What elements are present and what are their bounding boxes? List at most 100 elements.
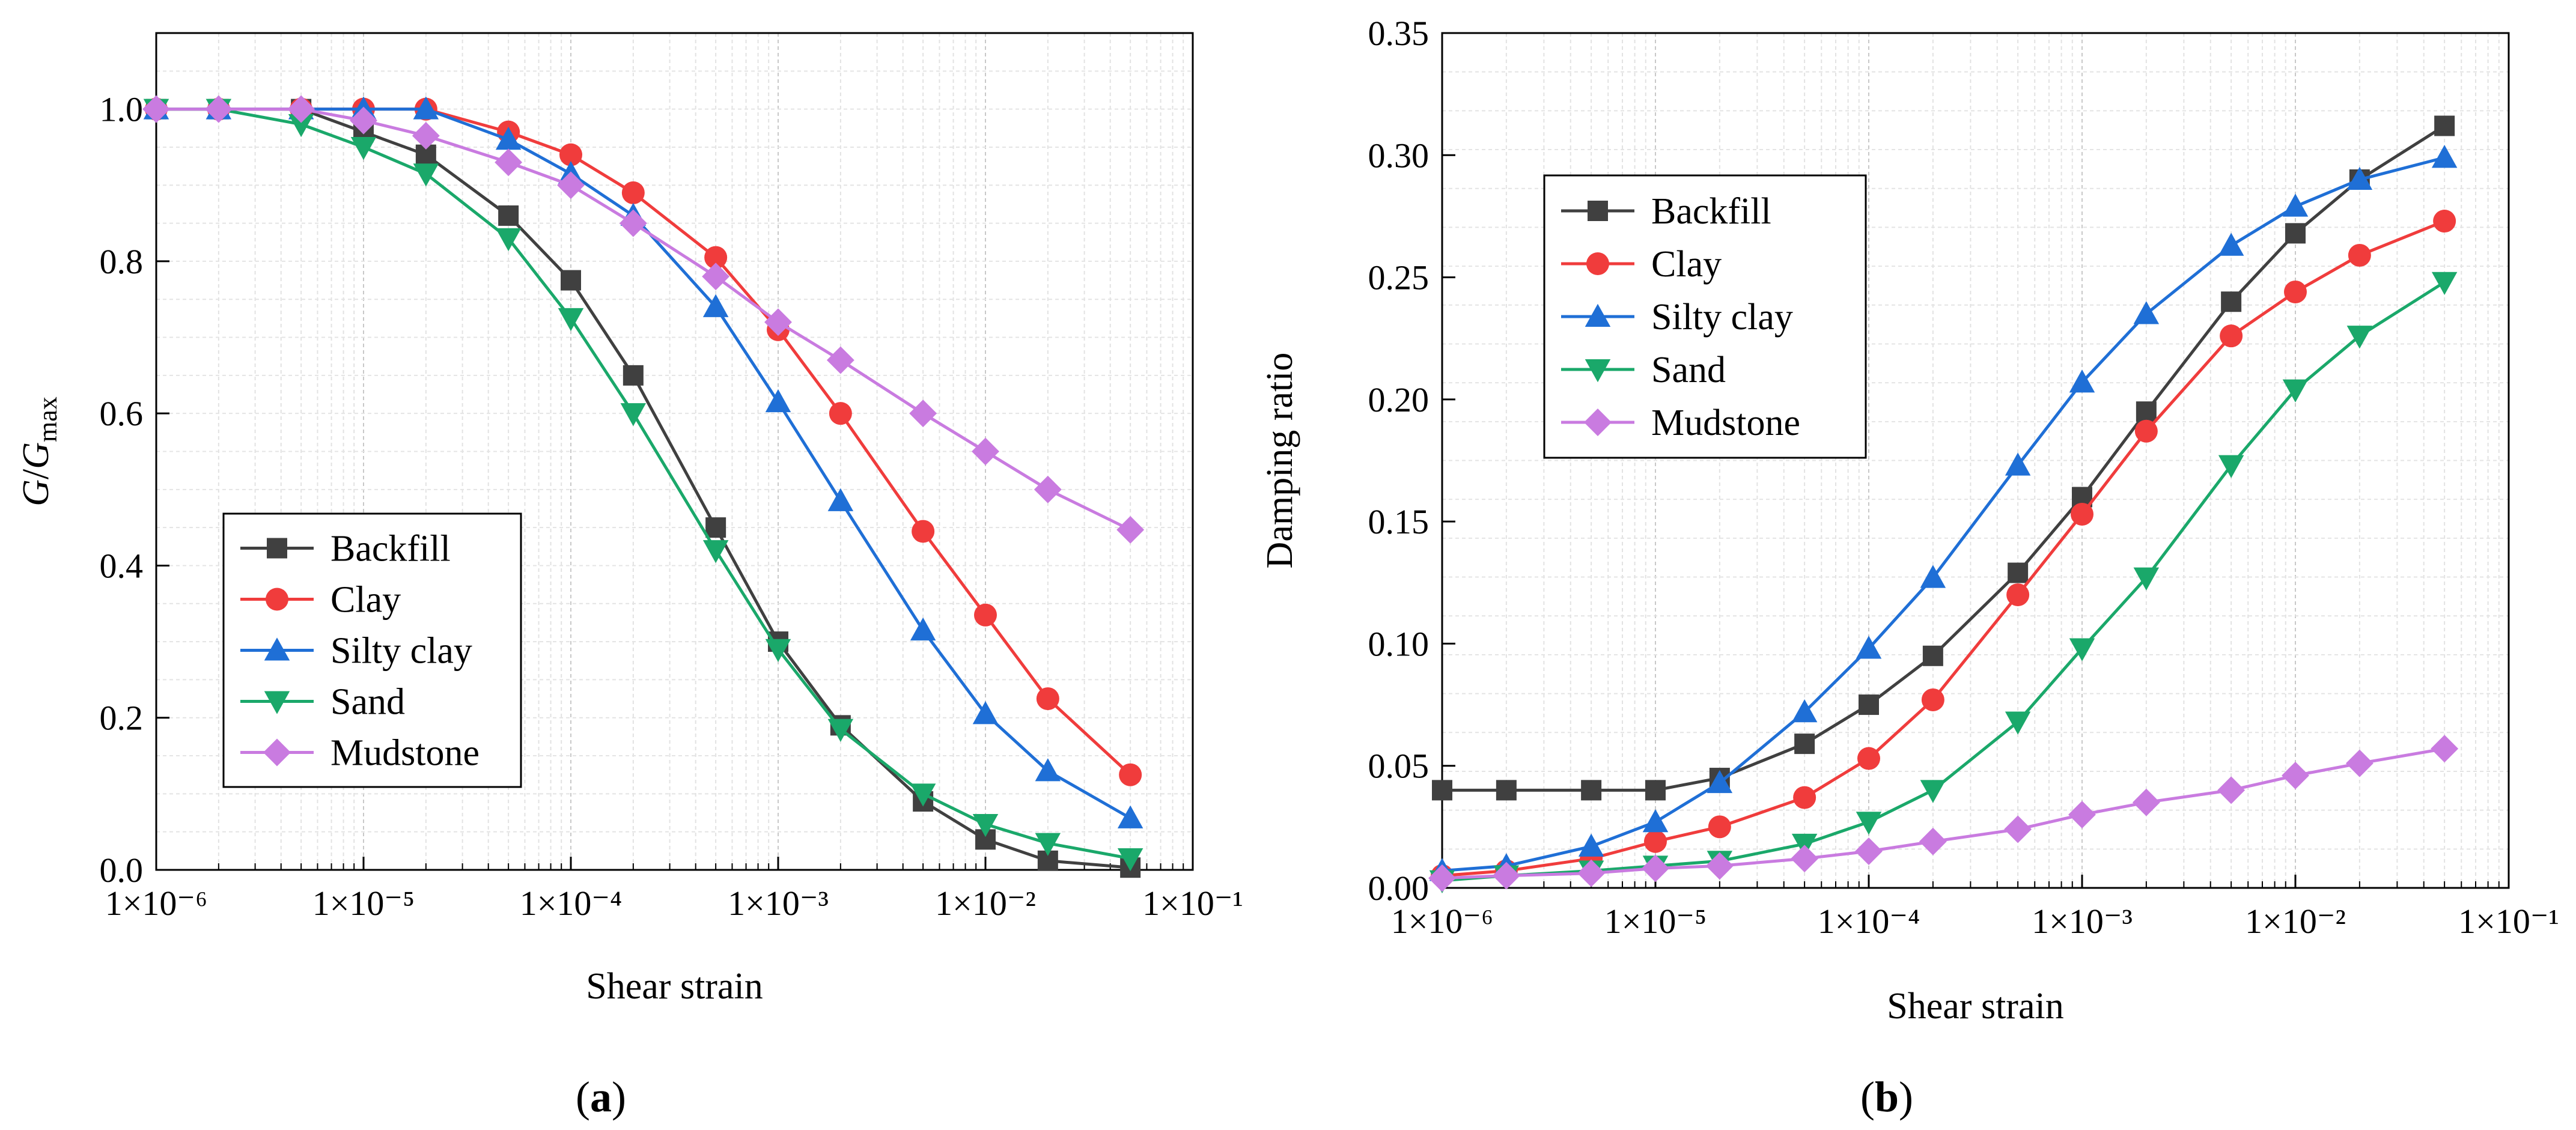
- panel-label-letter: a: [590, 1073, 612, 1121]
- data-point: [826, 346, 854, 374]
- data-point: [1921, 688, 1944, 711]
- panel-label-letter: b: [1875, 1073, 1899, 1121]
- data-point: [702, 294, 729, 317]
- data-point: [1855, 837, 1883, 865]
- data-point: [1708, 815, 1731, 839]
- legend-marker: [266, 588, 288, 611]
- data-point: [619, 209, 647, 237]
- y-tick-label: 0.05: [1368, 747, 1430, 786]
- data-point: [1705, 852, 1734, 880]
- data-point: [287, 95, 315, 123]
- data-point: [2008, 562, 2029, 583]
- data-point: [765, 639, 791, 663]
- grid: [1442, 33, 2509, 888]
- data-point: [2220, 324, 2243, 348]
- data-point: [2134, 419, 2158, 443]
- x-tick-label: 1×10⁻³: [728, 884, 829, 923]
- plot-frame: [155, 32, 1194, 871]
- data-point: [1793, 786, 1816, 809]
- series-mudstone: [1428, 735, 2459, 892]
- x-tick-label: 1×10⁻³: [2032, 902, 2133, 941]
- data-point: [2217, 776, 2246, 804]
- data-point: [1034, 475, 1062, 503]
- data-point: [1117, 805, 1143, 828]
- panel-label-open: (: [1860, 1073, 1875, 1121]
- y-tick-label: 0.25: [1368, 258, 1430, 297]
- x-tick-label: 1×10⁻⁵: [312, 884, 415, 923]
- data-point: [1857, 747, 1880, 770]
- panel-label-close: ): [612, 1073, 626, 1121]
- data-point: [1642, 809, 1669, 833]
- x-tick-label: 1×10⁻⁴: [520, 884, 623, 923]
- x-axis-title: Shear strain: [586, 966, 763, 1007]
- legend-item: Silty clay: [240, 631, 472, 672]
- data-point: [1794, 734, 1815, 755]
- panel-label: (b): [1860, 1073, 1913, 1121]
- data-point: [2136, 401, 2157, 422]
- data-point: [1581, 780, 1602, 801]
- data-point: [2221, 291, 2242, 312]
- data-point: [1920, 780, 1946, 803]
- data-point: [2285, 223, 2306, 244]
- y-tick-label: 0.8: [100, 242, 144, 281]
- data-point: [702, 540, 729, 563]
- data-point: [2133, 301, 2160, 324]
- y-tick-label: 0.0: [100, 851, 144, 890]
- data-point: [204, 95, 233, 123]
- data-point: [1791, 699, 1818, 723]
- legend-item: Clay: [1561, 244, 1722, 285]
- series-group: [1428, 115, 2459, 894]
- data-point: [350, 136, 377, 160]
- data-point: [557, 171, 585, 199]
- legend-marker: [264, 637, 290, 661]
- panel-label: (a): [576, 1073, 626, 1121]
- legend-label: Mudstone: [330, 733, 480, 774]
- data-point: [2069, 369, 2095, 393]
- data-point: [559, 143, 582, 166]
- data-point: [2133, 567, 2160, 591]
- data-point: [1919, 827, 1947, 855]
- y-tick-label: 0.6: [100, 394, 144, 433]
- legend-item: Clay: [240, 580, 401, 621]
- data-point: [1642, 854, 1669, 882]
- data-point: [1036, 687, 1059, 711]
- data-point: [1117, 848, 1143, 872]
- data-point: [764, 308, 792, 336]
- data-point: [2005, 452, 2031, 476]
- legend-label: Clay: [330, 580, 401, 621]
- data-point: [1856, 636, 1882, 659]
- data-point: [972, 701, 999, 724]
- data-point: [2004, 815, 2032, 843]
- data-point: [909, 399, 937, 428]
- data-point: [1432, 780, 1452, 801]
- y-axis-title-g: G: [16, 479, 56, 506]
- data-point: [1578, 833, 1604, 857]
- y-tick-label: 0.2: [100, 699, 144, 738]
- legend-label: Sand: [330, 682, 405, 723]
- data-point: [412, 122, 440, 150]
- panel-b: 1×10⁻⁶ 1×10⁻⁵ 1×10⁻⁴ 1×10⁻³ 1×10⁻² 1×10⁻¹ 0.00…: [1259, 14, 2559, 1121]
- legend-item: Backfill: [240, 529, 451, 570]
- data-point: [1116, 515, 1145, 544]
- data-point: [1859, 694, 1879, 715]
- legend-marker: [1585, 303, 1611, 327]
- data-point: [558, 308, 584, 332]
- legend-item: Sand: [240, 682, 405, 723]
- data-point: [1035, 833, 1061, 856]
- y-tick-label: 0.30: [1368, 136, 1430, 175]
- legend-marker: [263, 738, 291, 767]
- series-group: [142, 95, 1145, 878]
- data-point: [2132, 788, 2160, 816]
- y-axis-title-gmax: G: [16, 442, 56, 469]
- legend-marker: [1588, 201, 1608, 221]
- data-point: [972, 437, 999, 466]
- data-point: [702, 263, 730, 291]
- data-point: [910, 783, 936, 807]
- x-tick-label: 1×10⁻¹: [1142, 884, 1243, 923]
- panel-label-open: (: [576, 1073, 590, 1121]
- legend-marker: [1584, 409, 1612, 436]
- x-tick-label: 1×10⁻⁴: [1818, 902, 1920, 941]
- data-point: [620, 403, 647, 427]
- data-point: [910, 617, 936, 641]
